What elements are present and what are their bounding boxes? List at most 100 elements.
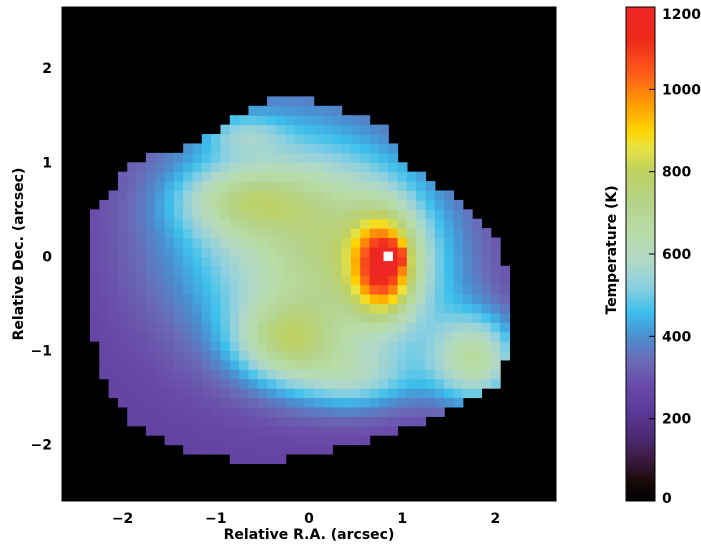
heatmap-cell <box>220 162 231 173</box>
heatmap-cell <box>313 378 324 389</box>
heatmap-cell <box>267 115 277 126</box>
heatmap-cell <box>295 143 305 154</box>
heatmap-cell <box>248 397 259 408</box>
heatmap-cell <box>155 256 166 267</box>
heatmap-cell <box>369 265 380 276</box>
heatmap-cell <box>481 369 492 380</box>
heatmap-cell <box>500 312 510 323</box>
heatmap-cell <box>453 265 464 276</box>
heatmap-cell <box>472 284 483 295</box>
heatmap-cell <box>127 312 138 323</box>
heatmap-cell <box>341 435 352 446</box>
heatmap-cell <box>378 124 389 135</box>
heatmap-cell <box>173 359 184 370</box>
heatmap-cell <box>136 303 147 314</box>
heatmap-cell <box>425 190 436 201</box>
heatmap-cell <box>229 341 240 352</box>
heatmap-cell <box>416 199 427 210</box>
heatmap-cell <box>173 341 184 352</box>
heatmap-cell <box>341 209 352 220</box>
heatmap-cell <box>416 275 427 286</box>
heatmap-cell <box>369 275 380 286</box>
heatmap-cell <box>248 435 259 446</box>
heatmap-cell <box>416 322 427 333</box>
heatmap-cell <box>99 359 110 370</box>
heatmap-cell <box>500 350 510 361</box>
heatmap-cell <box>211 293 222 304</box>
heatmap-cell <box>490 341 501 352</box>
heatmap-cell <box>313 444 324 455</box>
heatmap-cell <box>192 350 203 361</box>
heatmap-cell <box>192 369 203 380</box>
heatmap-cell <box>378 341 389 352</box>
heatmap-cell <box>369 369 380 380</box>
heatmap-cell <box>257 453 268 464</box>
heatmap-cell <box>173 246 184 257</box>
heatmap-cell <box>341 359 352 370</box>
heatmap-cell <box>444 303 455 314</box>
heatmap-cell <box>257 322 268 333</box>
heatmap-cell <box>322 416 333 427</box>
heatmap-cell <box>248 453 259 464</box>
heatmap-cell <box>341 284 352 295</box>
heatmap-cell <box>313 115 324 126</box>
heatmap-cell <box>117 341 128 352</box>
heatmap-cell <box>406 181 417 192</box>
heatmap-cell <box>388 218 399 229</box>
heatmap-cell <box>164 199 175 210</box>
heatmap-cell <box>248 416 259 427</box>
heatmap-cell <box>490 303 501 314</box>
heatmap-cell <box>416 246 427 257</box>
y-axis: −2 −1 0 1 2 <box>31 61 556 454</box>
heatmap-cell <box>155 237 166 248</box>
heatmap-cell <box>462 246 473 257</box>
heatmap-cell <box>295 115 305 126</box>
heatmap-cell <box>173 218 184 229</box>
heatmap-cell <box>434 331 445 342</box>
heatmap-cell <box>295 246 305 257</box>
heatmap-cell <box>378 416 389 427</box>
heatmap-cell <box>425 265 436 276</box>
heatmap-cell <box>481 303 492 314</box>
heatmap-cell <box>313 246 324 257</box>
heatmap-cell <box>211 134 222 145</box>
heatmap-cell <box>267 312 277 323</box>
heatmap-cell <box>257 237 268 248</box>
heatmap-cell <box>239 369 250 380</box>
heatmap-cell <box>211 256 222 267</box>
heatmap-cell <box>192 331 203 342</box>
heatmap-cell <box>444 256 455 267</box>
heatmap-cell <box>304 162 315 173</box>
heatmap-cell <box>285 228 296 239</box>
heatmap-cell <box>472 246 483 257</box>
heatmap-cell <box>341 369 352 380</box>
heatmap-cell <box>406 406 417 417</box>
heatmap-cell <box>127 397 138 408</box>
heatmap-cell <box>201 209 212 220</box>
heatmap-cell <box>201 341 212 352</box>
heatmap-cell <box>220 143 231 154</box>
heatmap-cell <box>434 256 445 267</box>
heatmap-cell <box>239 265 250 276</box>
heatmap-cell <box>378 190 389 201</box>
heatmap-cell <box>127 246 138 257</box>
heatmap-cell <box>388 228 399 239</box>
heatmap-cell <box>369 199 380 210</box>
heatmap-cell <box>183 143 194 154</box>
heatmap-cell <box>434 369 445 380</box>
heatmap-cell <box>285 105 296 116</box>
heatmap-cell <box>276 190 287 201</box>
heatmap-cell <box>164 322 175 333</box>
heatmap-cell <box>350 237 361 248</box>
heatmap-cell <box>229 444 240 455</box>
heatmap-cell <box>453 303 464 314</box>
heatmap-cell <box>313 218 324 229</box>
heatmap-cell <box>239 425 250 436</box>
heatmap-cell <box>341 115 352 126</box>
heatmap-cell <box>239 312 250 323</box>
heatmap-cell <box>416 416 427 427</box>
heatmap-cell <box>313 256 324 267</box>
heatmap-cell <box>332 331 343 342</box>
heatmap-cell <box>155 388 166 399</box>
heatmap-cell <box>127 190 138 201</box>
